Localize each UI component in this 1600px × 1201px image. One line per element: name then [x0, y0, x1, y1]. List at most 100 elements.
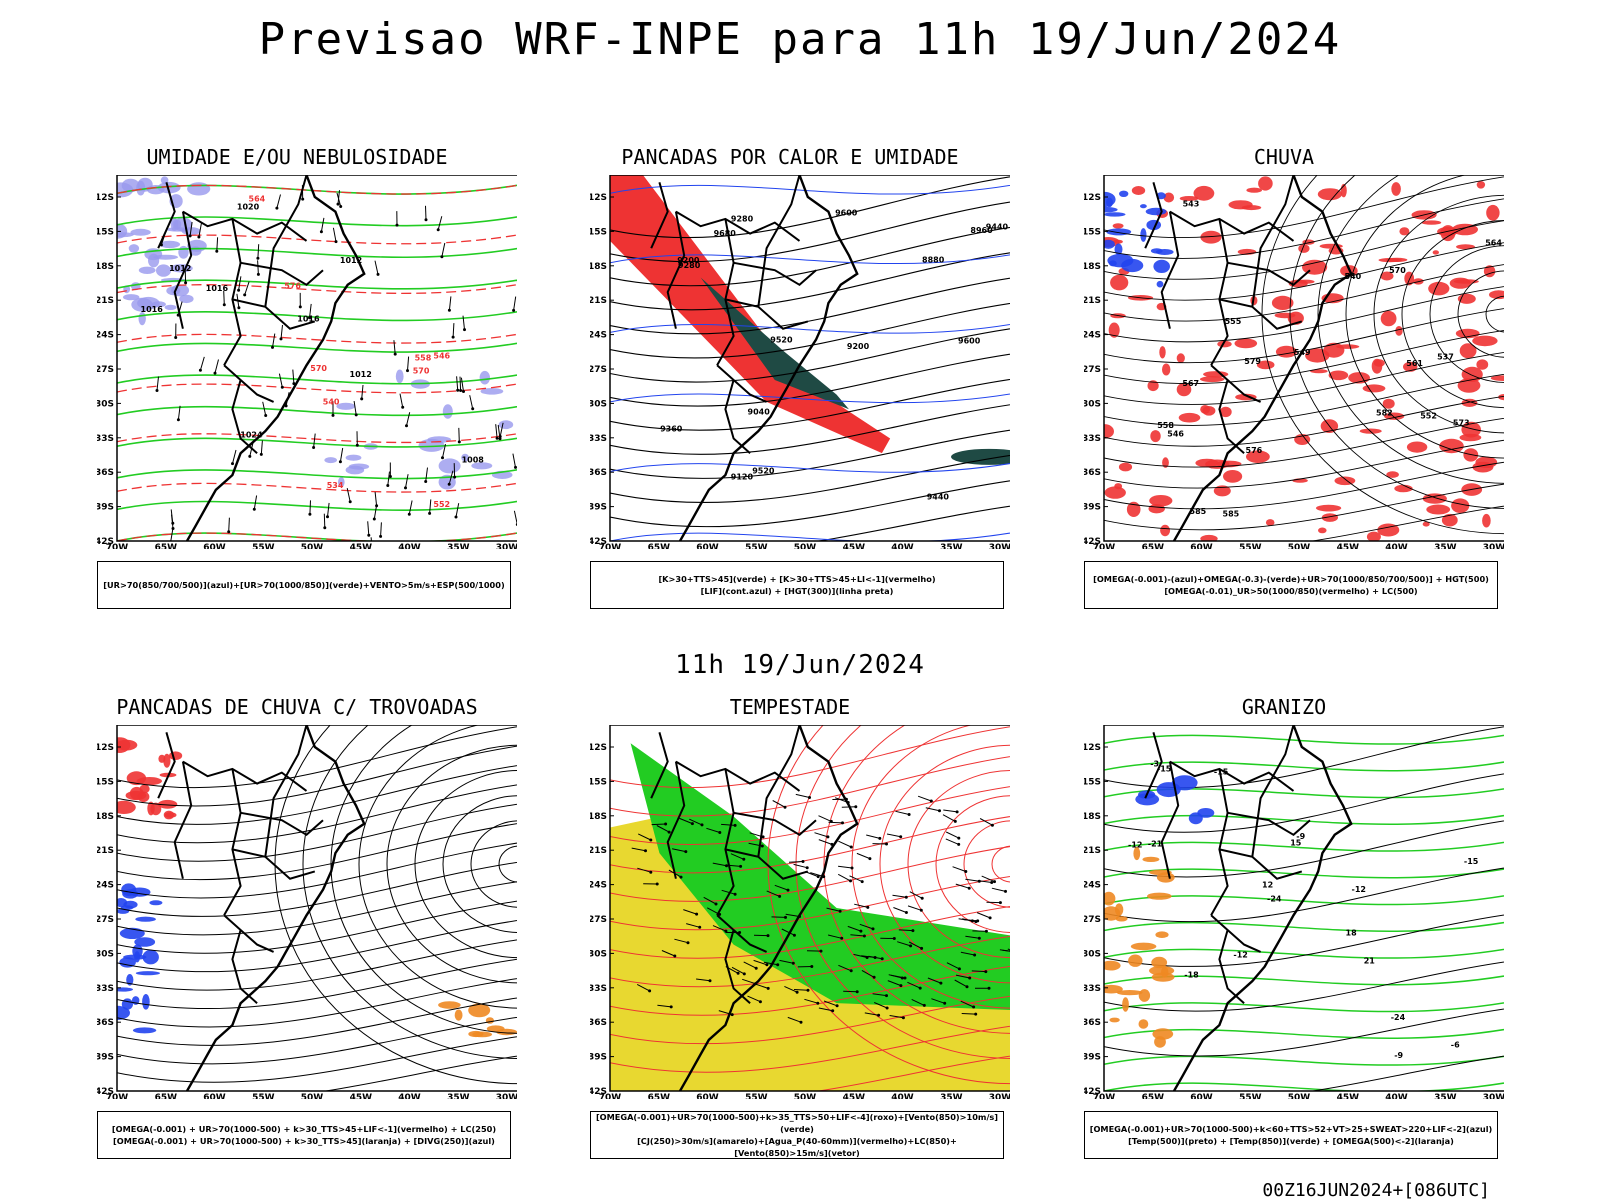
wind-vector [279, 374, 282, 388]
wind-vector [299, 305, 302, 308]
wind-vector [921, 897, 924, 900]
lon-label: 35W [1434, 543, 1457, 549]
wind-vector [648, 989, 651, 992]
rain-area [1460, 343, 1477, 358]
lon-label: 35W [940, 1093, 963, 1099]
lon-label: 60W [1190, 1093, 1213, 1099]
humidity-contour [117, 531, 517, 542]
wind-vector [854, 805, 857, 808]
wind-vector [373, 518, 376, 521]
wind-vector [375, 492, 377, 506]
contour-label: 8880 [922, 256, 945, 265]
wind-vector [695, 913, 698, 916]
divergence-area [122, 998, 133, 1009]
wind-vector [271, 346, 274, 349]
wind-vector [197, 236, 200, 239]
contour-label: 9280 [731, 215, 754, 224]
wind-vector [405, 424, 408, 427]
wind-vector [223, 303, 226, 306]
lon-label: 45W [350, 1093, 373, 1099]
rain-area [1472, 336, 1497, 347]
rain-area [1223, 470, 1242, 483]
wind-vector [866, 956, 869, 959]
wind-vector [243, 293, 246, 296]
humidity-contour [117, 499, 517, 510]
lifted-index-contour [610, 531, 1010, 542]
streamline [117, 899, 517, 953]
wind-vector [850, 969, 853, 972]
wind-vector [670, 1005, 673, 1008]
wind-vector [362, 385, 363, 399]
wind-vector [877, 1014, 880, 1017]
lon-label: 55W [252, 1093, 275, 1099]
legend-line: [OMEGA(-0.001) + UR>70(1000-500) + k>30_… [113, 1135, 495, 1147]
wind-vector [656, 883, 659, 886]
wind-vector [394, 353, 397, 356]
wind-vector [239, 276, 241, 290]
contour-label: 546 [1167, 430, 1184, 439]
legend-line: [UR>70(850/700/500)](azul)+[UR>70(1000/8… [103, 579, 504, 591]
wind-vector [442, 243, 445, 257]
thunder-area [164, 811, 174, 820]
wind-vector [794, 990, 808, 991]
rain-area [1110, 275, 1128, 291]
legend-line: [OMEGA(-0.001) + UR>70(1000-500) + k>30_… [112, 1123, 496, 1135]
lon-label: 35W [940, 543, 963, 549]
humidity-blob [499, 420, 514, 429]
wind-vector [323, 526, 326, 529]
streamline [117, 783, 517, 843]
wind-vector [333, 228, 336, 242]
wind-vector [808, 796, 811, 799]
rain-area [1426, 505, 1450, 515]
wind-vector [985, 930, 988, 933]
humidity-blob [123, 294, 139, 300]
contour-label: -24 [1267, 894, 1282, 903]
lat-label: 36S [1084, 468, 1101, 478]
humidity-blob [187, 182, 210, 195]
wind-vector [905, 896, 908, 899]
contour-label: 1024 [240, 431, 263, 440]
legend-line: [OMEGA(-0.001)+UR>70(1000-500)+k<60+TTS>… [1090, 1123, 1493, 1135]
wind-vector [709, 979, 712, 982]
humidity-blob [179, 295, 193, 303]
wind-vector [386, 484, 389, 487]
state-border [734, 263, 816, 285]
lat-label: 21S [97, 296, 114, 306]
omega-area [1155, 931, 1168, 938]
contour-label: 1020 [237, 203, 260, 212]
wind-vector [312, 446, 315, 449]
lat-label: 36S [590, 1018, 607, 1028]
wind-vector [516, 523, 517, 526]
wind-vector [215, 360, 219, 374]
wind-vector [991, 824, 994, 827]
omega-area [1140, 228, 1146, 242]
wind-vector [800, 1021, 803, 1024]
lat-label: 12S [97, 743, 114, 753]
temp850-contour [1104, 814, 1504, 825]
wind-vector [514, 297, 516, 311]
lat-label: 30S [590, 399, 607, 409]
wind-vector [320, 230, 323, 233]
wind-vector [815, 833, 828, 837]
wind-vector [448, 483, 451, 486]
state-border [241, 813, 323, 835]
rain-area [1132, 186, 1145, 195]
lon-label: 55W [745, 543, 768, 549]
map-layer [1093, 175, 1504, 549]
wind-vector [990, 881, 993, 884]
lon-label: 45W [1337, 1093, 1360, 1099]
wind-vector [701, 823, 704, 826]
wind-vector [863, 935, 866, 938]
height-contour [1486, 296, 1504, 332]
wind-vector [971, 919, 974, 922]
wind-vector [253, 508, 256, 511]
lon-label: 45W [843, 1093, 866, 1099]
